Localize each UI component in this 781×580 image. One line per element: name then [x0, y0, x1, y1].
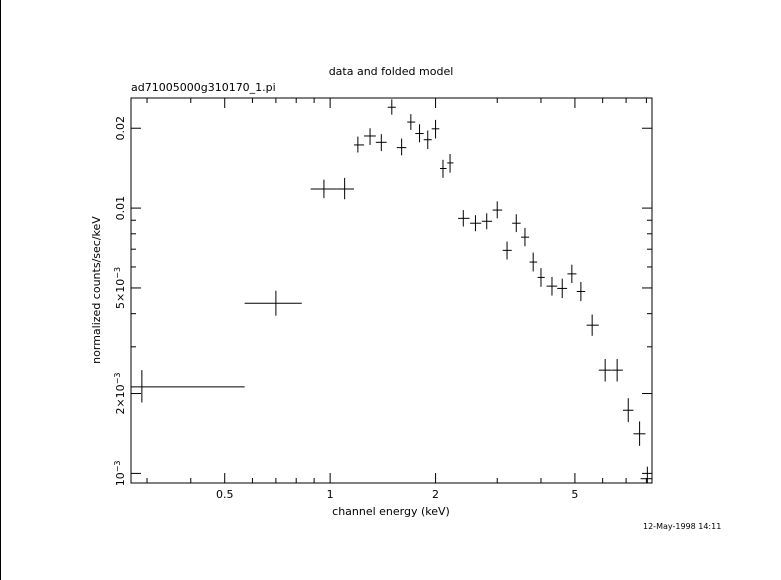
data-point — [310, 179, 337, 199]
chart-title: data and folded model — [329, 65, 454, 78]
data-point — [131, 370, 245, 403]
data-point — [640, 466, 652, 483]
data-point — [458, 210, 470, 227]
y-tick-label: 2×10−3 — [113, 373, 128, 415]
data-point — [521, 227, 530, 247]
x-tick-label: 5 — [571, 488, 578, 501]
plot-frame — [130, 97, 653, 484]
data-point — [415, 124, 424, 143]
x-tick-label: 1 — [327, 488, 334, 501]
data-point — [537, 268, 545, 287]
data-point — [423, 130, 432, 150]
data-point — [567, 264, 577, 283]
data-point — [611, 358, 623, 382]
y-tick-label: 0.01 — [114, 196, 127, 221]
data-point — [633, 421, 646, 446]
data-point — [492, 201, 503, 219]
data-point — [407, 114, 416, 130]
data-point — [396, 138, 407, 156]
data-point — [557, 278, 568, 299]
data-point — [470, 215, 482, 232]
data-point — [512, 214, 521, 233]
y-axis-label: normalized counts/sec/keV — [90, 216, 103, 364]
axis-ticks — [131, 98, 652, 483]
timestamp: 12-May-1998 14:11 — [643, 522, 721, 531]
data-point — [364, 128, 376, 145]
y-tick-label: 10−3 — [113, 460, 128, 486]
x-tick-label: 0.5 — [216, 488, 234, 501]
data-point — [576, 281, 586, 302]
y-tick-label: 0.02 — [114, 116, 127, 141]
data-points — [131, 99, 652, 483]
data-point — [502, 241, 512, 260]
x-tick-label: 2 — [432, 488, 439, 501]
data-point — [375, 134, 387, 152]
data-point — [447, 153, 454, 173]
y-tick-label: 5×10−3 — [113, 267, 128, 309]
window-border — [0, 0, 1, 580]
data-point — [623, 398, 634, 423]
data-point — [546, 276, 558, 296]
x-axis-label: channel energy (keV) — [332, 505, 450, 518]
chart-subtitle: ad71005000g310170_1.pi — [131, 81, 276, 94]
data-point — [354, 136, 365, 153]
data-point — [598, 358, 612, 382]
data-point — [481, 213, 493, 230]
data-point — [440, 159, 447, 178]
axis-tick-labels: 0.5 1 2 5 10−3 2×10−3 5×10−3 0.01 0.02 — [113, 116, 579, 501]
data-point — [529, 252, 538, 272]
data-point — [387, 99, 396, 115]
data-point — [336, 177, 355, 200]
data-point — [586, 314, 599, 336]
data-point — [244, 290, 302, 316]
data-point — [431, 119, 440, 139]
